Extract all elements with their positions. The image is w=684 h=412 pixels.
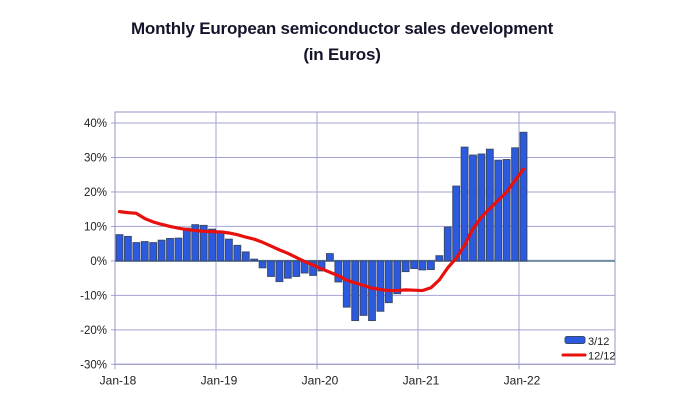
chart-title-line2: (in Euros) [303, 45, 381, 64]
bar-May-20 [351, 260, 360, 322]
bar-Jun-21 [460, 146, 469, 262]
bar-Feb-19 [225, 238, 233, 262]
y-tick-label: -10% [80, 290, 107, 302]
bar-Jan-21 [418, 260, 427, 271]
bar-Jun-20 [359, 260, 368, 316]
bar-Feb-20 [326, 253, 334, 262]
y-tick-label: -20% [80, 325, 107, 337]
bar-Apr-19 [241, 251, 250, 262]
bar-Dec-18 [208, 228, 216, 262]
bar-Sep-20 [384, 260, 393, 304]
x-tick-label: Jan-19 [201, 373, 238, 387]
y-tick-label: 30% [84, 152, 107, 164]
y-tick-label: 10% [84, 221, 107, 233]
bar-Apr-18 [140, 241, 149, 262]
bar-Dec-20 [410, 260, 418, 269]
legend-line-label: 12/12 [588, 351, 616, 363]
bar-Nov-20 [401, 260, 410, 273]
bar-Aug-21 [477, 153, 486, 262]
bar-Jan-18 [115, 234, 124, 262]
bar-Mar-21 [435, 255, 444, 262]
bar-Jul-20 [368, 260, 376, 322]
y-tick-label: -30% [80, 359, 107, 371]
bar-Oct-19 [292, 260, 301, 277]
bar-Oct-18 [191, 224, 200, 262]
trend-line [117, 167, 526, 293]
bar-Jun-18 [157, 239, 166, 262]
x-tick-label: Jan-22 [504, 373, 541, 387]
bar-Mar-20 [334, 260, 343, 283]
bar-Jul-18 [166, 237, 174, 262]
y-tick-label: 0% [90, 256, 107, 268]
bar-May-21 [452, 185, 461, 262]
x-tick-label: Jan-20 [302, 373, 339, 387]
bar-Oct-20 [393, 260, 402, 295]
bar-Mar-19 [233, 244, 242, 262]
bar-Jan-19 [216, 230, 225, 262]
bar-Jan-22 [519, 131, 528, 262]
y-tick-label: 40% [84, 118, 107, 130]
bar-Apr-20 [342, 260, 351, 308]
bar-Feb-18 [124, 235, 132, 262]
chart-title-line1: Monthly European semiconductor sales dev… [130, 19, 554, 38]
y-tick-label: 20% [84, 187, 107, 199]
bar-Nov-21 [502, 159, 511, 262]
legend-bar-label: 3/12 [588, 336, 609, 348]
bar-May-18 [149, 242, 158, 262]
bar-Sep-18 [182, 227, 191, 262]
x-tick-label: Jan-21 [403, 373, 440, 387]
plot-border [114, 111, 616, 365]
chart-title: Monthly European semiconductor sales dev… [0, 16, 684, 68]
bar-Dec-21 [511, 147, 519, 262]
bar-Apr-21 [443, 226, 452, 262]
bar-Aug-20 [376, 260, 385, 312]
bar-Jul-19 [267, 260, 275, 277]
bar-May-19 [250, 258, 259, 262]
x-tick-label: Jan-18 [100, 373, 137, 387]
bar-Feb-21 [427, 260, 435, 271]
bar-Mar-18 [132, 242, 141, 262]
bar-Sep-19 [283, 260, 292, 279]
bar-Jul-21 [469, 154, 477, 262]
bar-Oct-21 [494, 159, 503, 262]
bar-Jun-19 [258, 260, 267, 269]
bar-Nov-18 [199, 224, 208, 262]
bar-Aug-19 [275, 260, 284, 283]
bar-Aug-18 [174, 237, 183, 262]
legend-bar-swatch [564, 336, 586, 344]
